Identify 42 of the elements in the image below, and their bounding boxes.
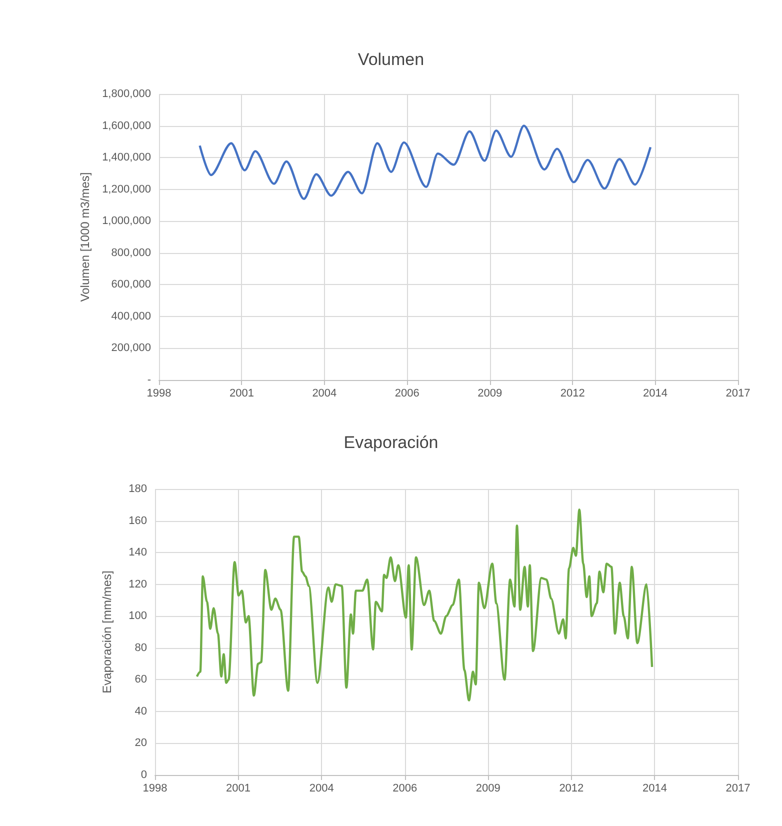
x-tick-label: 2009 [478,388,502,400]
y-tick-label: 200,000 [111,342,151,354]
y-tick-label: 1,200,000 [102,183,151,196]
x-tick-label: 2009 [476,782,500,794]
x-tick-label: 2014 [642,782,667,794]
y-tick-label: 140 [128,546,147,559]
chart-title: Volumen [358,50,424,69]
x-tick-label: 2001 [226,782,251,794]
y-tick-label: 1,800,000 [102,88,151,100]
y-tick-label: 0 [140,769,147,781]
y-tick-label: 180 [128,483,147,495]
y-tick-label: 60 [134,674,147,686]
x-tick-label: 1998 [146,388,172,400]
line-series [196,508,654,702]
y-tick-label: - [147,374,152,386]
x-tick-label: 2017 [726,782,750,794]
y-tick-label: 1,400,000 [102,152,151,164]
x-tick-label: 1998 [142,782,168,794]
y-tick-label: 600,000 [111,278,151,291]
y-tick-label: 1,600,000 [102,120,151,132]
y-tick-label: 120 [128,578,147,590]
y-tick-label: 160 [128,514,147,527]
x-tick-label: 2004 [312,388,337,400]
x-tick-label: 2001 [229,388,254,400]
y-axis-title: Volumen [1000 m3/mes] [78,172,92,302]
line-series [198,124,652,200]
y-tick-label: 1,000,000 [102,215,151,228]
x-tick-label: 2004 [309,782,334,794]
y-tick-label: 100 [128,610,147,622]
x-tick-label: 2014 [643,388,668,400]
y-tick-label: 20 [134,737,147,750]
x-tick-label: 2006 [392,782,418,794]
chart-title: Evaporación [344,433,438,452]
y-tick-label: 400,000 [111,310,151,322]
y-axis-title: Evaporación [mm/mes] [100,570,114,694]
y-tick-label: 80 [134,642,147,654]
x-tick-label: 2012 [559,782,584,794]
y-tick-label: 800,000 [111,246,151,259]
y-tick-label: 40 [134,705,147,718]
x-tick-label: 2006 [394,388,420,400]
x-tick-label: 2017 [726,388,750,400]
x-tick-label: 2012 [560,388,585,400]
